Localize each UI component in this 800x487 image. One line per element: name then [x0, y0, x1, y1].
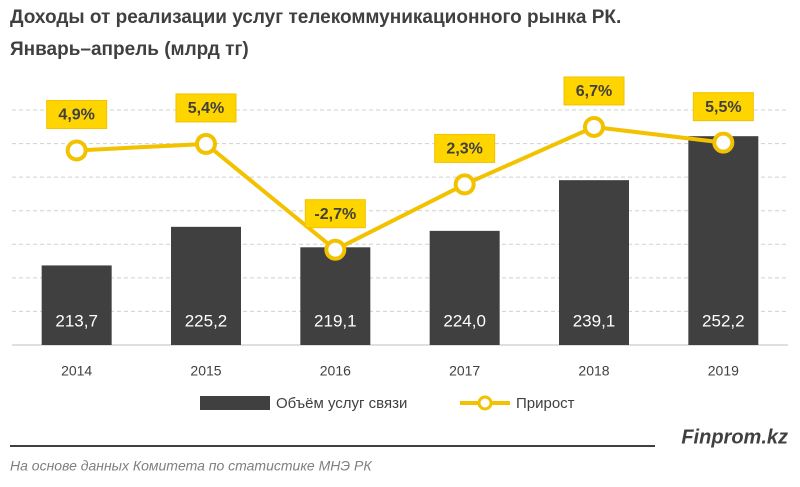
value-label-box	[563, 76, 625, 106]
bar	[300, 247, 371, 345]
chart-title: Доходы от реализации услуг телекоммуника…	[10, 7, 621, 28]
line-value-label: 5,5%	[705, 99, 741, 116]
x-tick-label: 2016	[320, 363, 351, 379]
line-marker	[195, 132, 217, 155]
bar	[41, 265, 112, 345]
line-value-label: -2,7%	[314, 206, 356, 223]
legend-label: Прирост	[516, 395, 575, 412]
value-label-box	[434, 133, 496, 163]
line-value-label: 6,7%	[576, 83, 612, 100]
bar-value-label: 225,2	[185, 311, 228, 330]
bar	[429, 230, 500, 345]
bar	[559, 180, 629, 345]
line-value-label: 4,9%	[58, 107, 94, 124]
source: На основе данных Комитета по статистике …	[10, 458, 372, 474]
value-label-box	[304, 199, 366, 229]
bar-value-label: 224,0	[443, 311, 486, 330]
legend-swatch	[477, 395, 493, 411]
bar	[688, 136, 759, 345]
legend-label: Объём услуг связи	[276, 395, 407, 412]
bar-value-label: 213,7	[55, 311, 98, 330]
legend-swatch	[200, 396, 270, 410]
x-tick-label: 2019	[708, 363, 739, 379]
line-marker	[583, 115, 605, 138]
x-tick-label: 2018	[578, 363, 609, 379]
bar-value-label: 252,2	[702, 311, 745, 330]
line-marker	[712, 131, 735, 154]
x-tick-label: 2017	[449, 363, 480, 379]
line-marker	[65, 139, 88, 162]
line-marker	[324, 238, 347, 261]
x-tick-label: 2015	[190, 363, 221, 379]
x-tick-label: 2014	[61, 363, 92, 379]
line	[76, 124, 724, 253]
value-label-box	[692, 92, 754, 122]
value-label-box	[175, 93, 237, 123]
chart-subtitle: Январь–апрель (млрд тг)	[10, 39, 249, 60]
bar-value-label: 219,1	[314, 311, 357, 330]
line-value-label: 2,3%	[446, 141, 482, 158]
bar	[171, 226, 241, 345]
line-value-label: 5,4%	[188, 100, 224, 117]
brand: Finprom.kz	[681, 426, 788, 448]
value-label-box	[46, 99, 108, 129]
line-marker	[453, 173, 476, 196]
bar-value-label: 239,1	[573, 311, 616, 330]
